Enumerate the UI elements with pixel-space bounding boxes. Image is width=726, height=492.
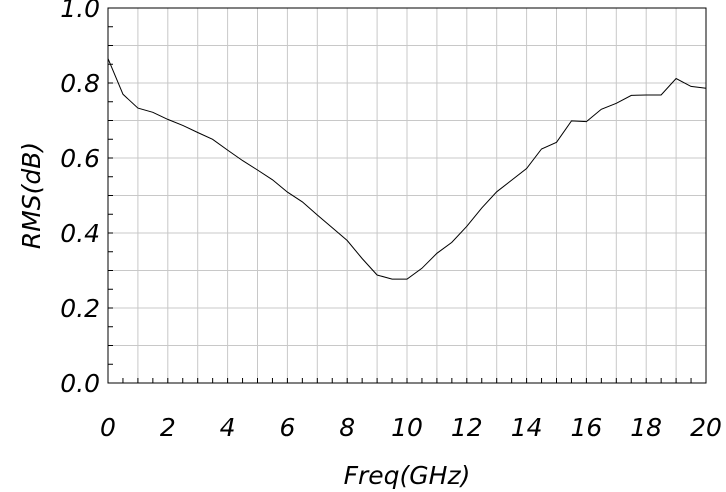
x-tick-label: 14 — [511, 413, 543, 442]
x-tick-label: 12 — [451, 413, 483, 442]
y-minor-ticks — [108, 26, 113, 365]
x-tick-label: 20 — [690, 413, 722, 442]
x-axis-title: Freq(GHz) — [344, 461, 471, 490]
x-tick-label: 4 — [220, 413, 236, 442]
x-tick-label: 0 — [100, 413, 116, 442]
x-tick-label: 2 — [160, 413, 176, 442]
y-tick-label: 0.8 — [60, 69, 100, 98]
y-tick-label: 1.0 — [60, 0, 100, 23]
y-tick-label: 0.6 — [60, 144, 100, 173]
y-tick-label: 0.0 — [60, 369, 100, 398]
grid — [108, 8, 706, 383]
x-tick-labels: 0 2 4 6 8 10 12 14 16 18 20 — [100, 413, 722, 442]
x-tick-label: 6 — [279, 413, 295, 442]
x-tick-label: 18 — [630, 413, 662, 442]
y-tick-label: 0.4 — [60, 219, 100, 248]
series-group — [107, 58, 707, 280]
y-tick-labels: 0.0 0.2 0.4 0.6 0.8 1.0 — [60, 0, 100, 398]
x-tick-label: 10 — [391, 413, 423, 442]
x-minor-ticks — [122, 378, 692, 383]
x-tick-label: 16 — [570, 413, 602, 442]
series-line — [107, 58, 707, 280]
x-tick-label: 8 — [339, 413, 355, 442]
y-tick-label: 0.2 — [60, 294, 100, 323]
y-axis-title: RMS(dB) — [17, 142, 46, 249]
